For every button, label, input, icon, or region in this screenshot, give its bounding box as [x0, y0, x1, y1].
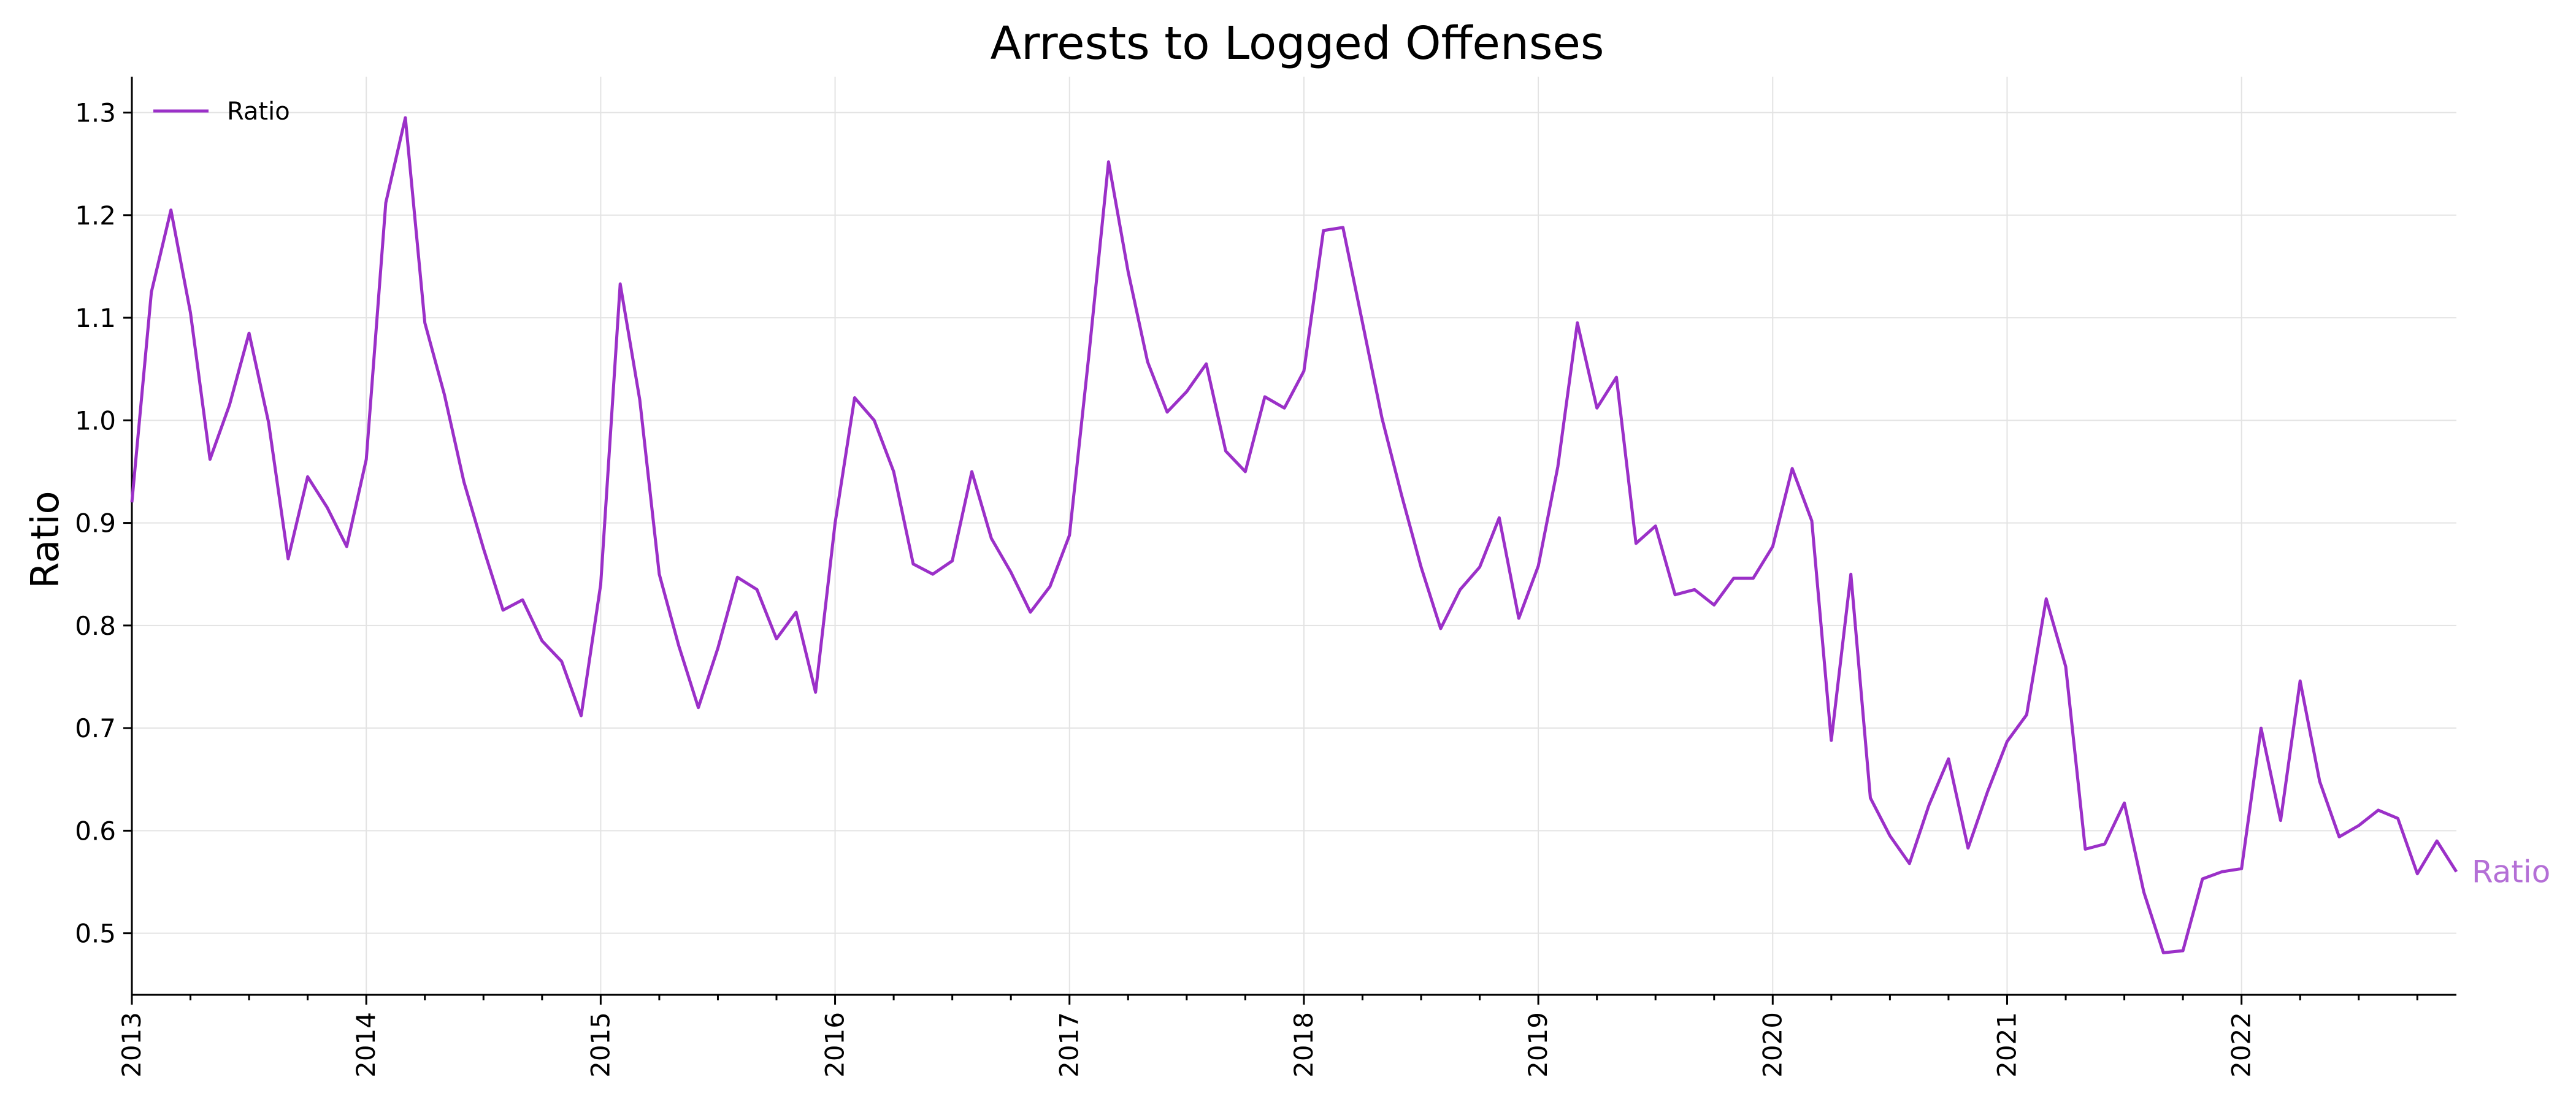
x-tick-label: 2014: [351, 1012, 381, 1078]
legend: Ratio: [153, 98, 290, 126]
y-axis-label: Ratio: [23, 491, 67, 588]
x-tick-label: 2018: [1289, 1012, 1319, 1078]
y-tick-label: 1.0: [75, 405, 116, 435]
y-tick-label: 0.8: [75, 611, 116, 641]
series-layer: [130, 116, 2458, 954]
y-tick-label: 0.5: [75, 919, 116, 949]
chart-title: Arrests to Logged Offenses: [991, 17, 1604, 70]
y-tick-label: 0.9: [75, 508, 116, 539]
legend-label: Ratio: [227, 98, 290, 126]
axes: [131, 77, 2456, 996]
y-tick-label: 0.7: [75, 713, 116, 743]
x-tick-label: 2017: [1054, 1012, 1084, 1078]
series-line-ratio: [130, 116, 2458, 954]
ticks: 0.5 0.6 0.7 0.8 0.9 1.0 1.1 1.2 1.3 2013 2014 2015 2…: [75, 98, 2418, 1078]
x-tick-label: 2021: [1991, 1012, 2022, 1078]
x-tick-label: 2016: [820, 1012, 850, 1078]
y-tick-label: 0.6: [75, 816, 116, 846]
y-tick-label: 1.1: [75, 303, 116, 333]
x-tick-label: 2020: [1757, 1012, 1787, 1078]
x-tick-label: 2019: [1523, 1012, 1553, 1078]
y-tick-label: 1.3: [75, 98, 116, 128]
x-tick-label: 2022: [2226, 1012, 2256, 1078]
series-end-label: Ratio: [2472, 854, 2550, 889]
x-tick-label: 2015: [585, 1012, 615, 1078]
x-tick-label: 2013: [117, 1012, 147, 1078]
y-tick-label: 1.2: [75, 201, 116, 231]
